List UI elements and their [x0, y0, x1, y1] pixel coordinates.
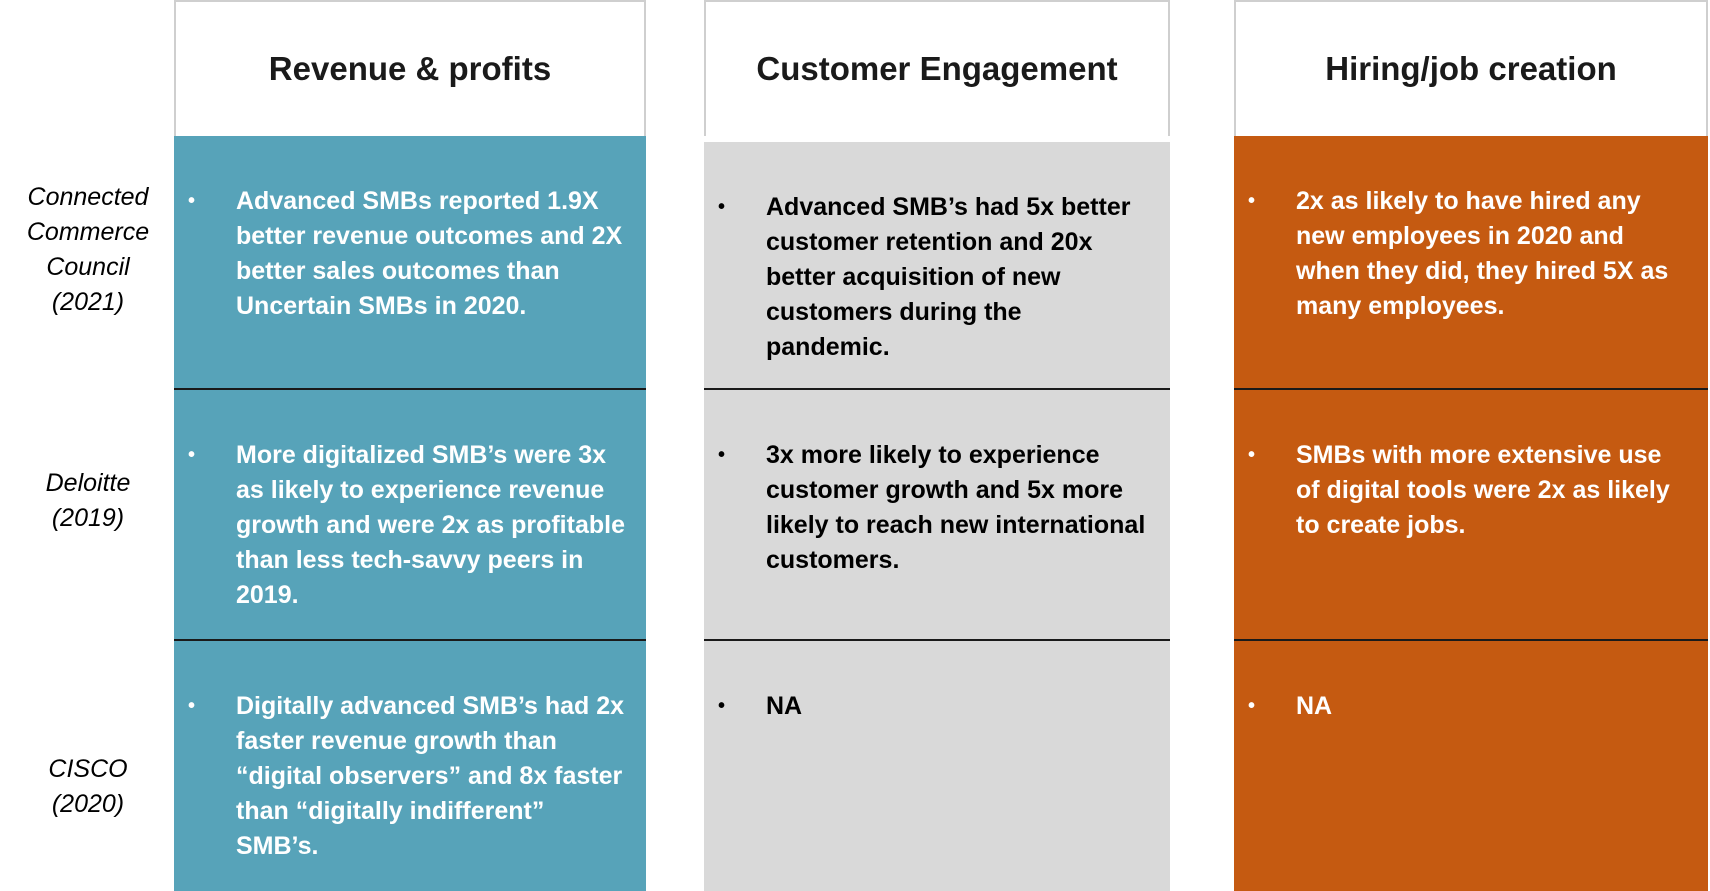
cell-text: More digitalized SMB’s were 3x as likely… [236, 441, 625, 609]
row-label-line: CISCO [48, 755, 128, 783]
bullet-icon: • [188, 190, 196, 212]
cell-text: NA [766, 692, 803, 720]
cell-revenue-deloitte: • More digitalized SMB’s were 3x as like… [174, 388, 646, 639]
cell-text: 2x as likely to have hired any new emplo… [1296, 187, 1669, 320]
row-label-connected-commerce: Connected Commerce Council (2021) [0, 180, 176, 320]
row-label-line: (2019) [51, 504, 125, 532]
cell-hiring-connected-commerce: • 2x as likely to have hired any new emp… [1234, 136, 1708, 388]
cell-text: 3x more likely to experience customer gr… [766, 441, 1146, 574]
row-label-line: Connected [27, 183, 149, 211]
cell-text: Advanced SMB’s had 5x better customer re… [766, 193, 1131, 361]
row-label-cisco: CISCO (2020) [0, 752, 176, 822]
column-header-revenue: Revenue & profits [174, 0, 646, 136]
cell-revenue-connected-commerce: • Advanced SMBs reported 1.9X better rev… [174, 136, 646, 388]
cell-customer-cisco: • NA [704, 639, 1170, 891]
cell-customer-deloitte: • 3x more likely to experience customer … [704, 388, 1170, 639]
cell-customer-connected-commerce: • Advanced SMB’s had 5x better customer … [704, 136, 1170, 388]
cell-hiring-deloitte: • SMBs with more extensive use of digita… [1234, 388, 1708, 639]
cell-hiring-cisco: • NA [1234, 639, 1708, 891]
cell-revenue-cisco: • Digitally advanced SMB’s had 2x faster… [174, 639, 646, 891]
bullet-icon: • [1248, 190, 1256, 212]
cell-text: NA [1296, 692, 1333, 720]
row-label-line: (2020) [51, 790, 125, 818]
bullet-icon: • [718, 444, 726, 466]
column-header-customer: Customer Engagement [704, 0, 1170, 136]
row-label-line: Council [46, 253, 130, 281]
bullet-icon: • [188, 444, 196, 466]
cell-text: Digitally advanced SMB’s had 2x faster r… [236, 692, 625, 860]
bullet-icon: • [718, 196, 726, 218]
bullet-icon: • [1248, 695, 1256, 717]
bullet-icon: • [718, 695, 726, 717]
column-header-hiring: Hiring/job creation [1234, 0, 1708, 136]
cell-text: Advanced SMBs reported 1.9X better reven… [236, 187, 623, 320]
cell-text: SMBs with more extensive use of digital … [1296, 441, 1670, 539]
row-label-line: Deloitte [45, 469, 131, 497]
bullet-icon: • [1248, 444, 1256, 466]
row-label-line: (2021) [51, 288, 125, 316]
row-label-deloitte: Deloitte (2019) [0, 466, 176, 536]
row-label-line: Commerce [26, 218, 150, 246]
bullet-icon: • [188, 695, 196, 717]
